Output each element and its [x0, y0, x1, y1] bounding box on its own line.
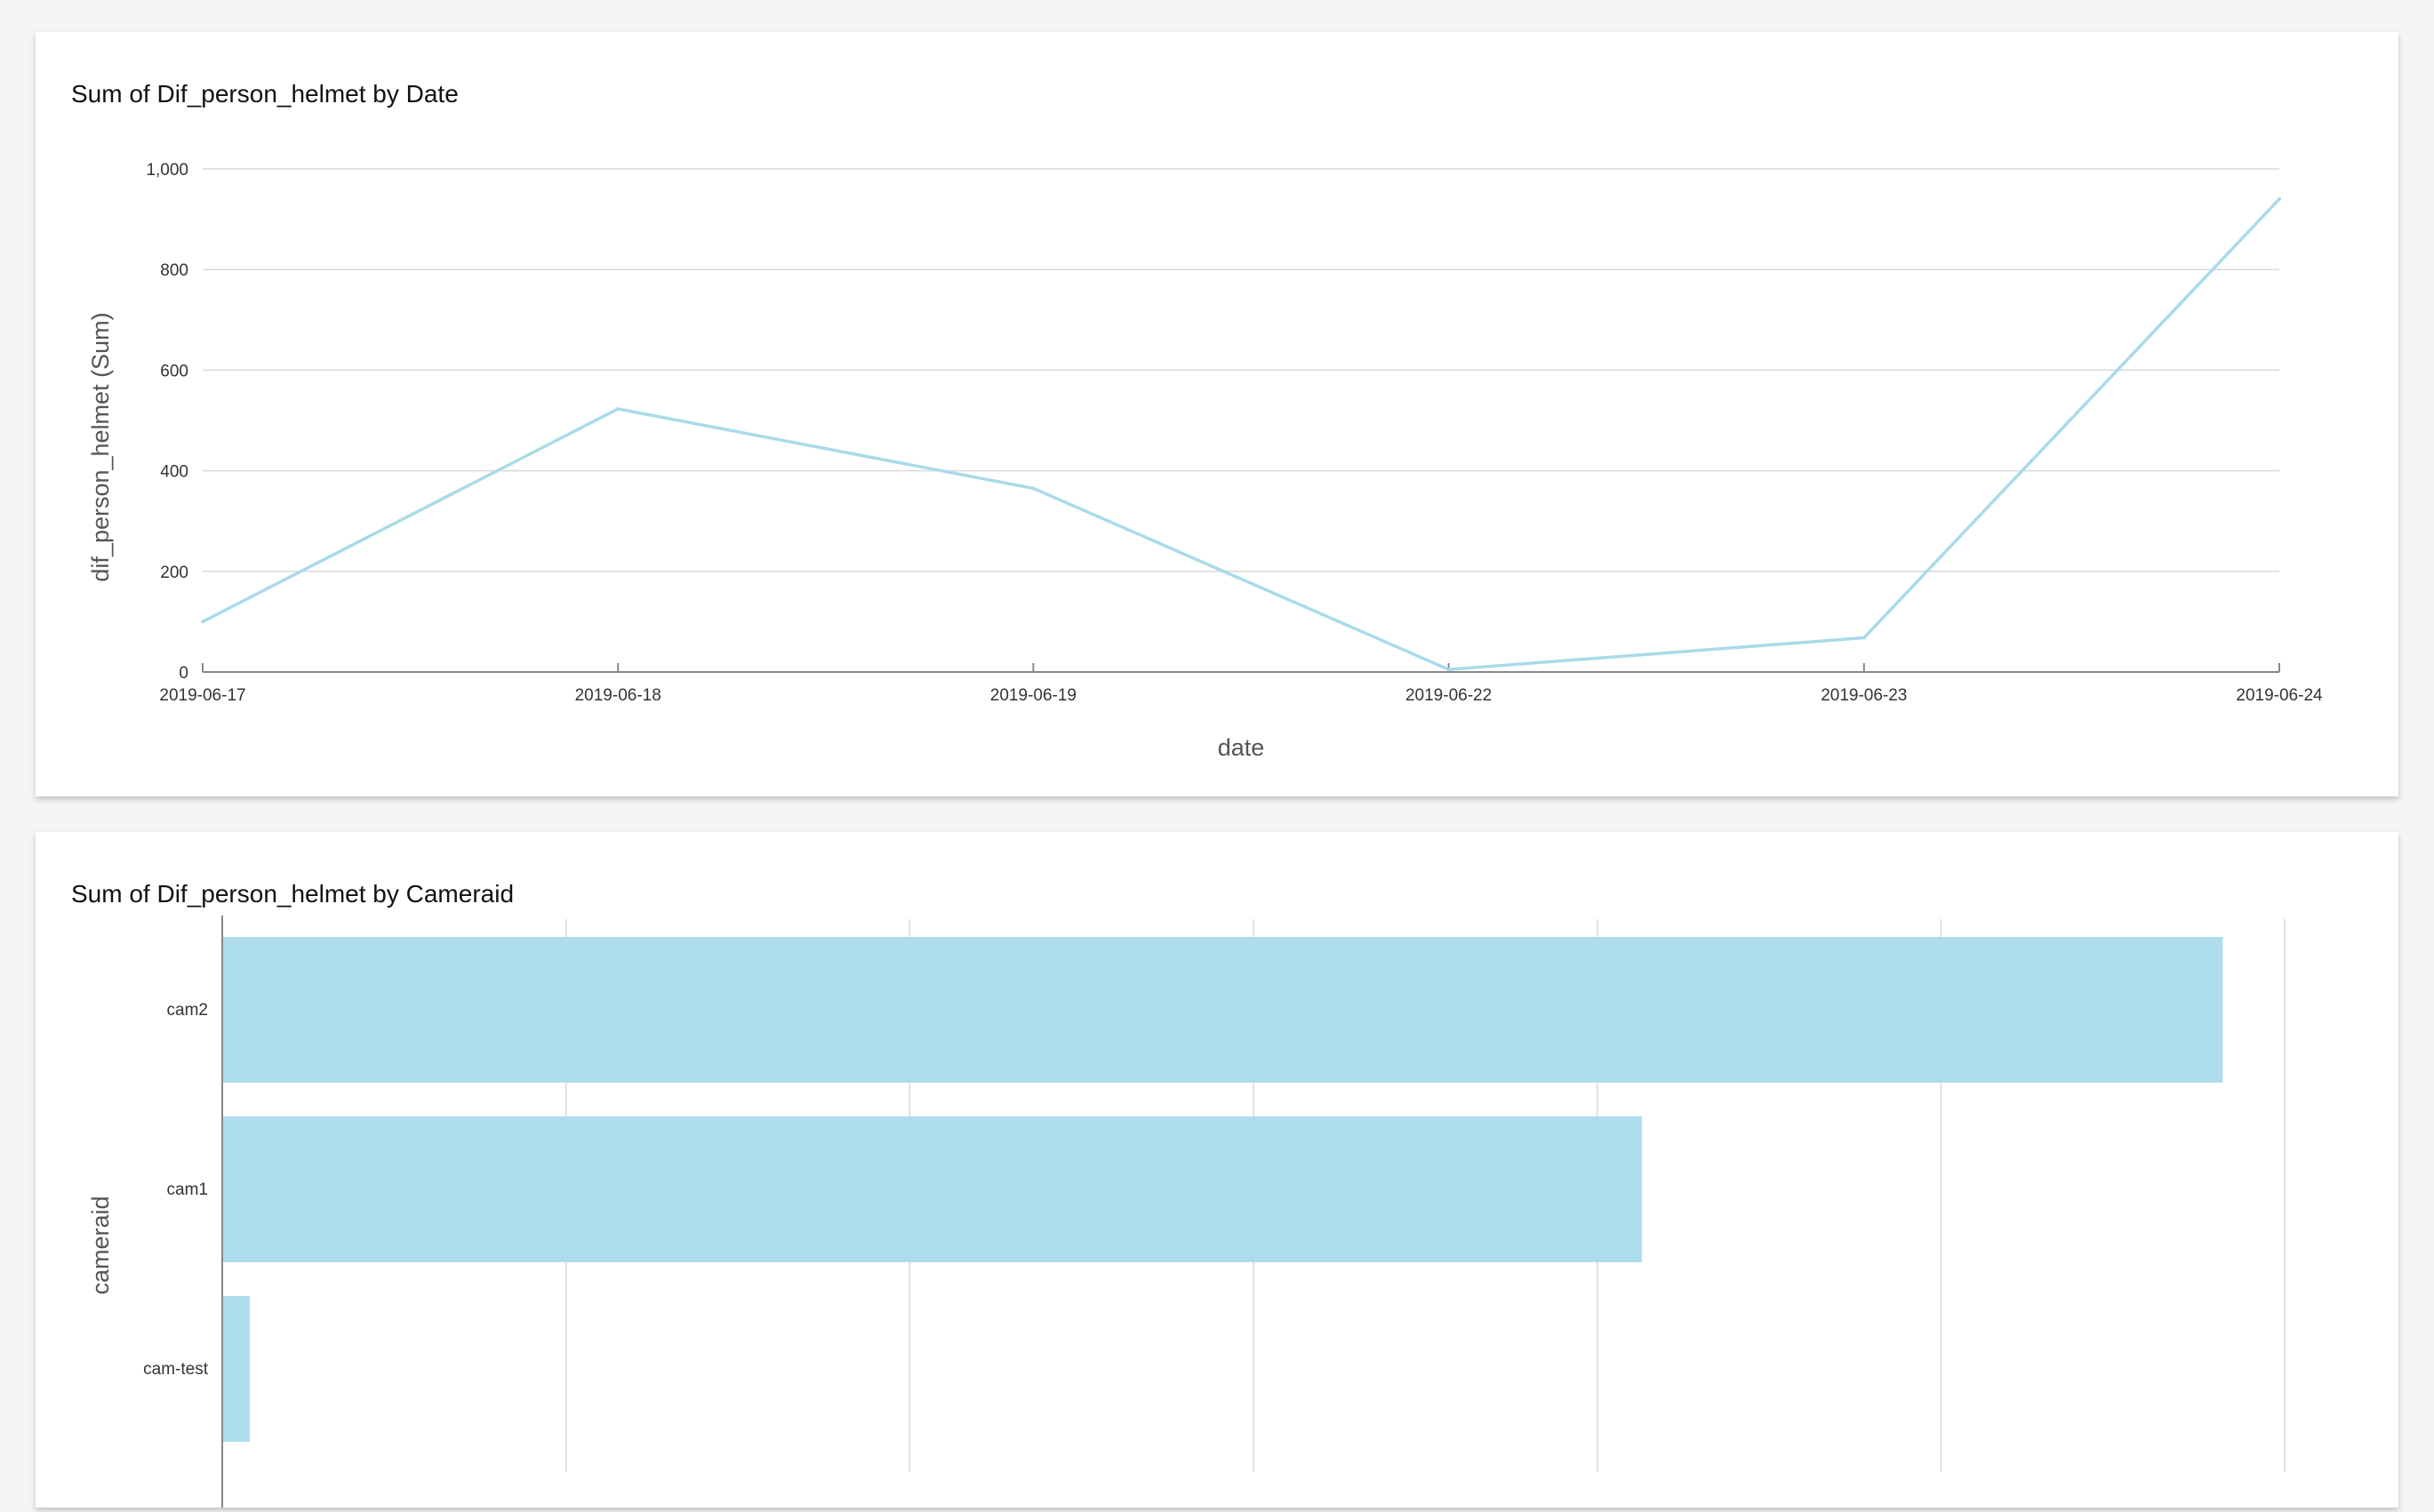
data-point — [1862, 636, 1866, 640]
y-tick-label: 400 — [160, 463, 188, 482]
x-tick-label: 2019-06-17 — [159, 686, 245, 705]
bar — [222, 937, 2223, 1083]
x-axis-title: date — [1218, 734, 1265, 761]
line-chart-card: Sum of Dif_person_helmet by Date 0 200 400… — [36, 32, 2398, 796]
data-point — [616, 406, 621, 411]
y-tick-label: cam-test — [143, 1360, 209, 1379]
y-tick-label: 0 — [179, 664, 188, 683]
y-axis-title: cameraid — [87, 1196, 114, 1294]
data-point — [2278, 196, 2281, 201]
x-tick-label: 2019-06-23 — [1821, 686, 1907, 705]
x-tick-label: 2019-06-18 — [575, 686, 661, 705]
data-point — [201, 620, 204, 624]
y-tick-label: 800 — [160, 261, 188, 280]
data-point — [1031, 486, 1036, 491]
bar — [222, 1116, 1642, 1262]
y-tick-label: 200 — [160, 564, 188, 582]
x-tick-label: 2019-06-24 — [2236, 686, 2323, 705]
data-point — [1446, 668, 1451, 672]
y-axis-title: dif_person_helmet (Sum) — [87, 312, 114, 581]
x-tick-label: 2019-06-22 — [1405, 686, 1492, 705]
bar-chart: cam2 cam1 cam-test cameraid — [87, 916, 2286, 1508]
bar-chart-title: Sum of Dif_person_helmet by Cameraid — [71, 880, 515, 908]
y-tick-label: 1,000 — [146, 161, 188, 180]
line-chart-title: Sum of Dif_person_helmet by Date — [71, 80, 459, 108]
series-line — [201, 197, 2281, 671]
bar-chart-card: Sum of Dif_person_helmet by Cameraid cam… — [36, 832, 2398, 1508]
line-chart: 0 200 400 600 800 1,000 2019-06-17 2019-06-18 20… — [87, 161, 2323, 761]
y-tick-label: 600 — [160, 362, 188, 380]
bar — [222, 1296, 250, 1442]
y-tick-label: cam2 — [167, 1001, 208, 1020]
x-tick-label: 2019-06-19 — [990, 686, 1077, 705]
y-tick-label: cam1 — [167, 1180, 208, 1199]
